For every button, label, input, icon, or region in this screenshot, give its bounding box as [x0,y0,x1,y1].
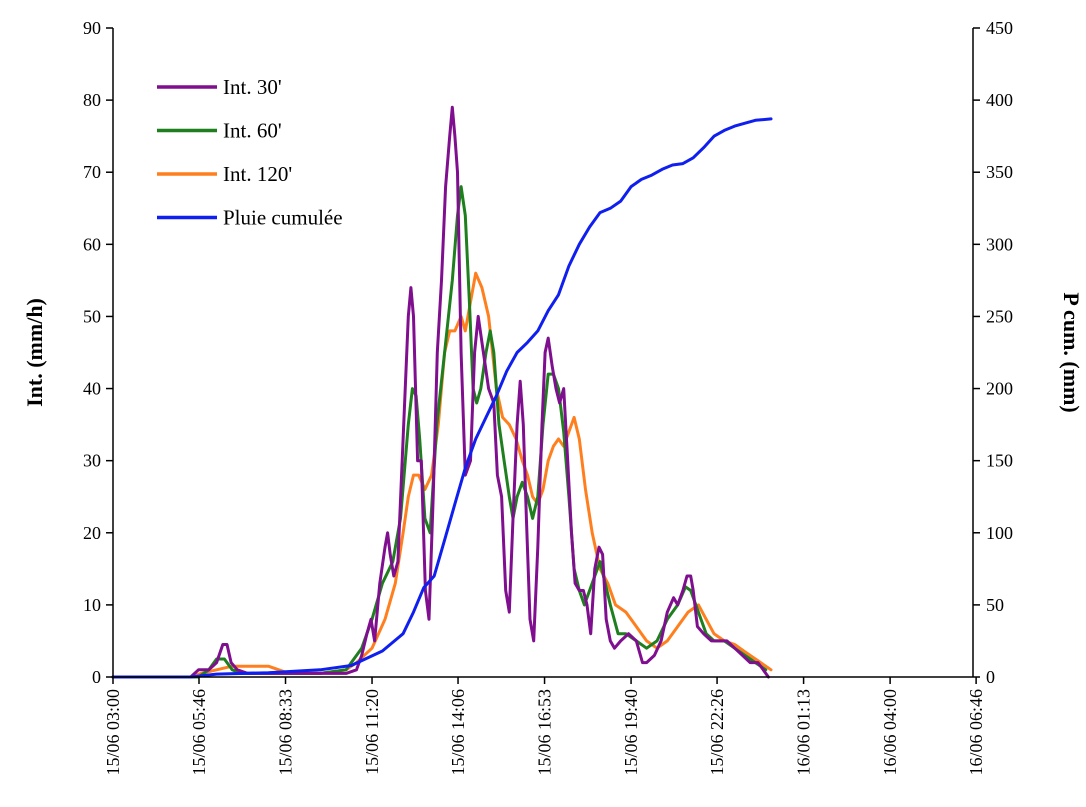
y2-tick-label: 150 [986,451,1013,471]
y-tick-label: 20 [83,523,101,543]
x-tick-label: 16/06 06:46 [966,689,986,776]
legend-label: Int. 120' [223,162,292,186]
y-tick-label: 90 [83,18,101,38]
x-tick-label: 16/06 01:13 [794,689,814,776]
x-tick-label: 15/06 05:46 [189,689,209,776]
y2-axis-title: P cum. (mm) [1059,292,1084,412]
y2-tick-label: 300 [986,234,1013,254]
series-line-1 [111,185,768,679]
x-tick-label: 15/06 22:26 [707,689,727,776]
axes [112,28,974,678]
legend-label: Pluie cumulée [223,206,343,230]
y-tick-label: 0 [92,667,101,687]
series-line-3 [111,117,773,679]
x-tick-label: 16/06 04:00 [880,689,900,776]
plot-lines [111,105,773,679]
x-tick-label: 15/06 08:33 [276,689,296,776]
x-tick-label: 15/06 03:00 [103,689,123,776]
legend-label: Int. 30' [223,75,282,99]
y2-tick-label: 100 [986,523,1013,543]
y2-tick-label: 50 [986,595,1004,615]
y-axis-title: Int. (mm/h) [22,298,47,407]
x-tick-label: 15/06 16:53 [535,689,555,776]
y-tick-label: 60 [83,234,101,254]
x-tick-label: 15/06 11:20 [362,689,382,775]
y-tick-label: 50 [83,306,101,326]
series-line-0 [111,105,770,679]
y-tick-label: 70 [83,162,101,182]
y-tick-label: 30 [83,451,101,471]
y2-tick-label: 250 [986,306,1013,326]
y2-tick-label: 0 [986,667,995,687]
legend: Int. 30' Int. 60' Int. 120' Pluie cumulée [157,75,343,230]
y-tick-label: 80 [83,90,101,110]
y2-tick-label: 200 [986,379,1013,399]
series-line-2 [111,271,773,679]
x-tick-label: 15/06 14:06 [448,689,468,776]
y2-tick-label: 450 [986,18,1013,38]
y-tick-label: 40 [83,379,101,399]
y2-tick-label: 400 [986,90,1013,110]
y2-tick-label: 350 [986,162,1013,182]
x-tick-label: 15/06 19:40 [621,689,641,776]
legend-label: Int. 60' [223,119,282,143]
ticks: 0 10 20 30 40 50 60 70 80 90 0 50 100 150 200 250 300 350… [83,18,1013,776]
y-tick-label: 10 [83,595,101,615]
